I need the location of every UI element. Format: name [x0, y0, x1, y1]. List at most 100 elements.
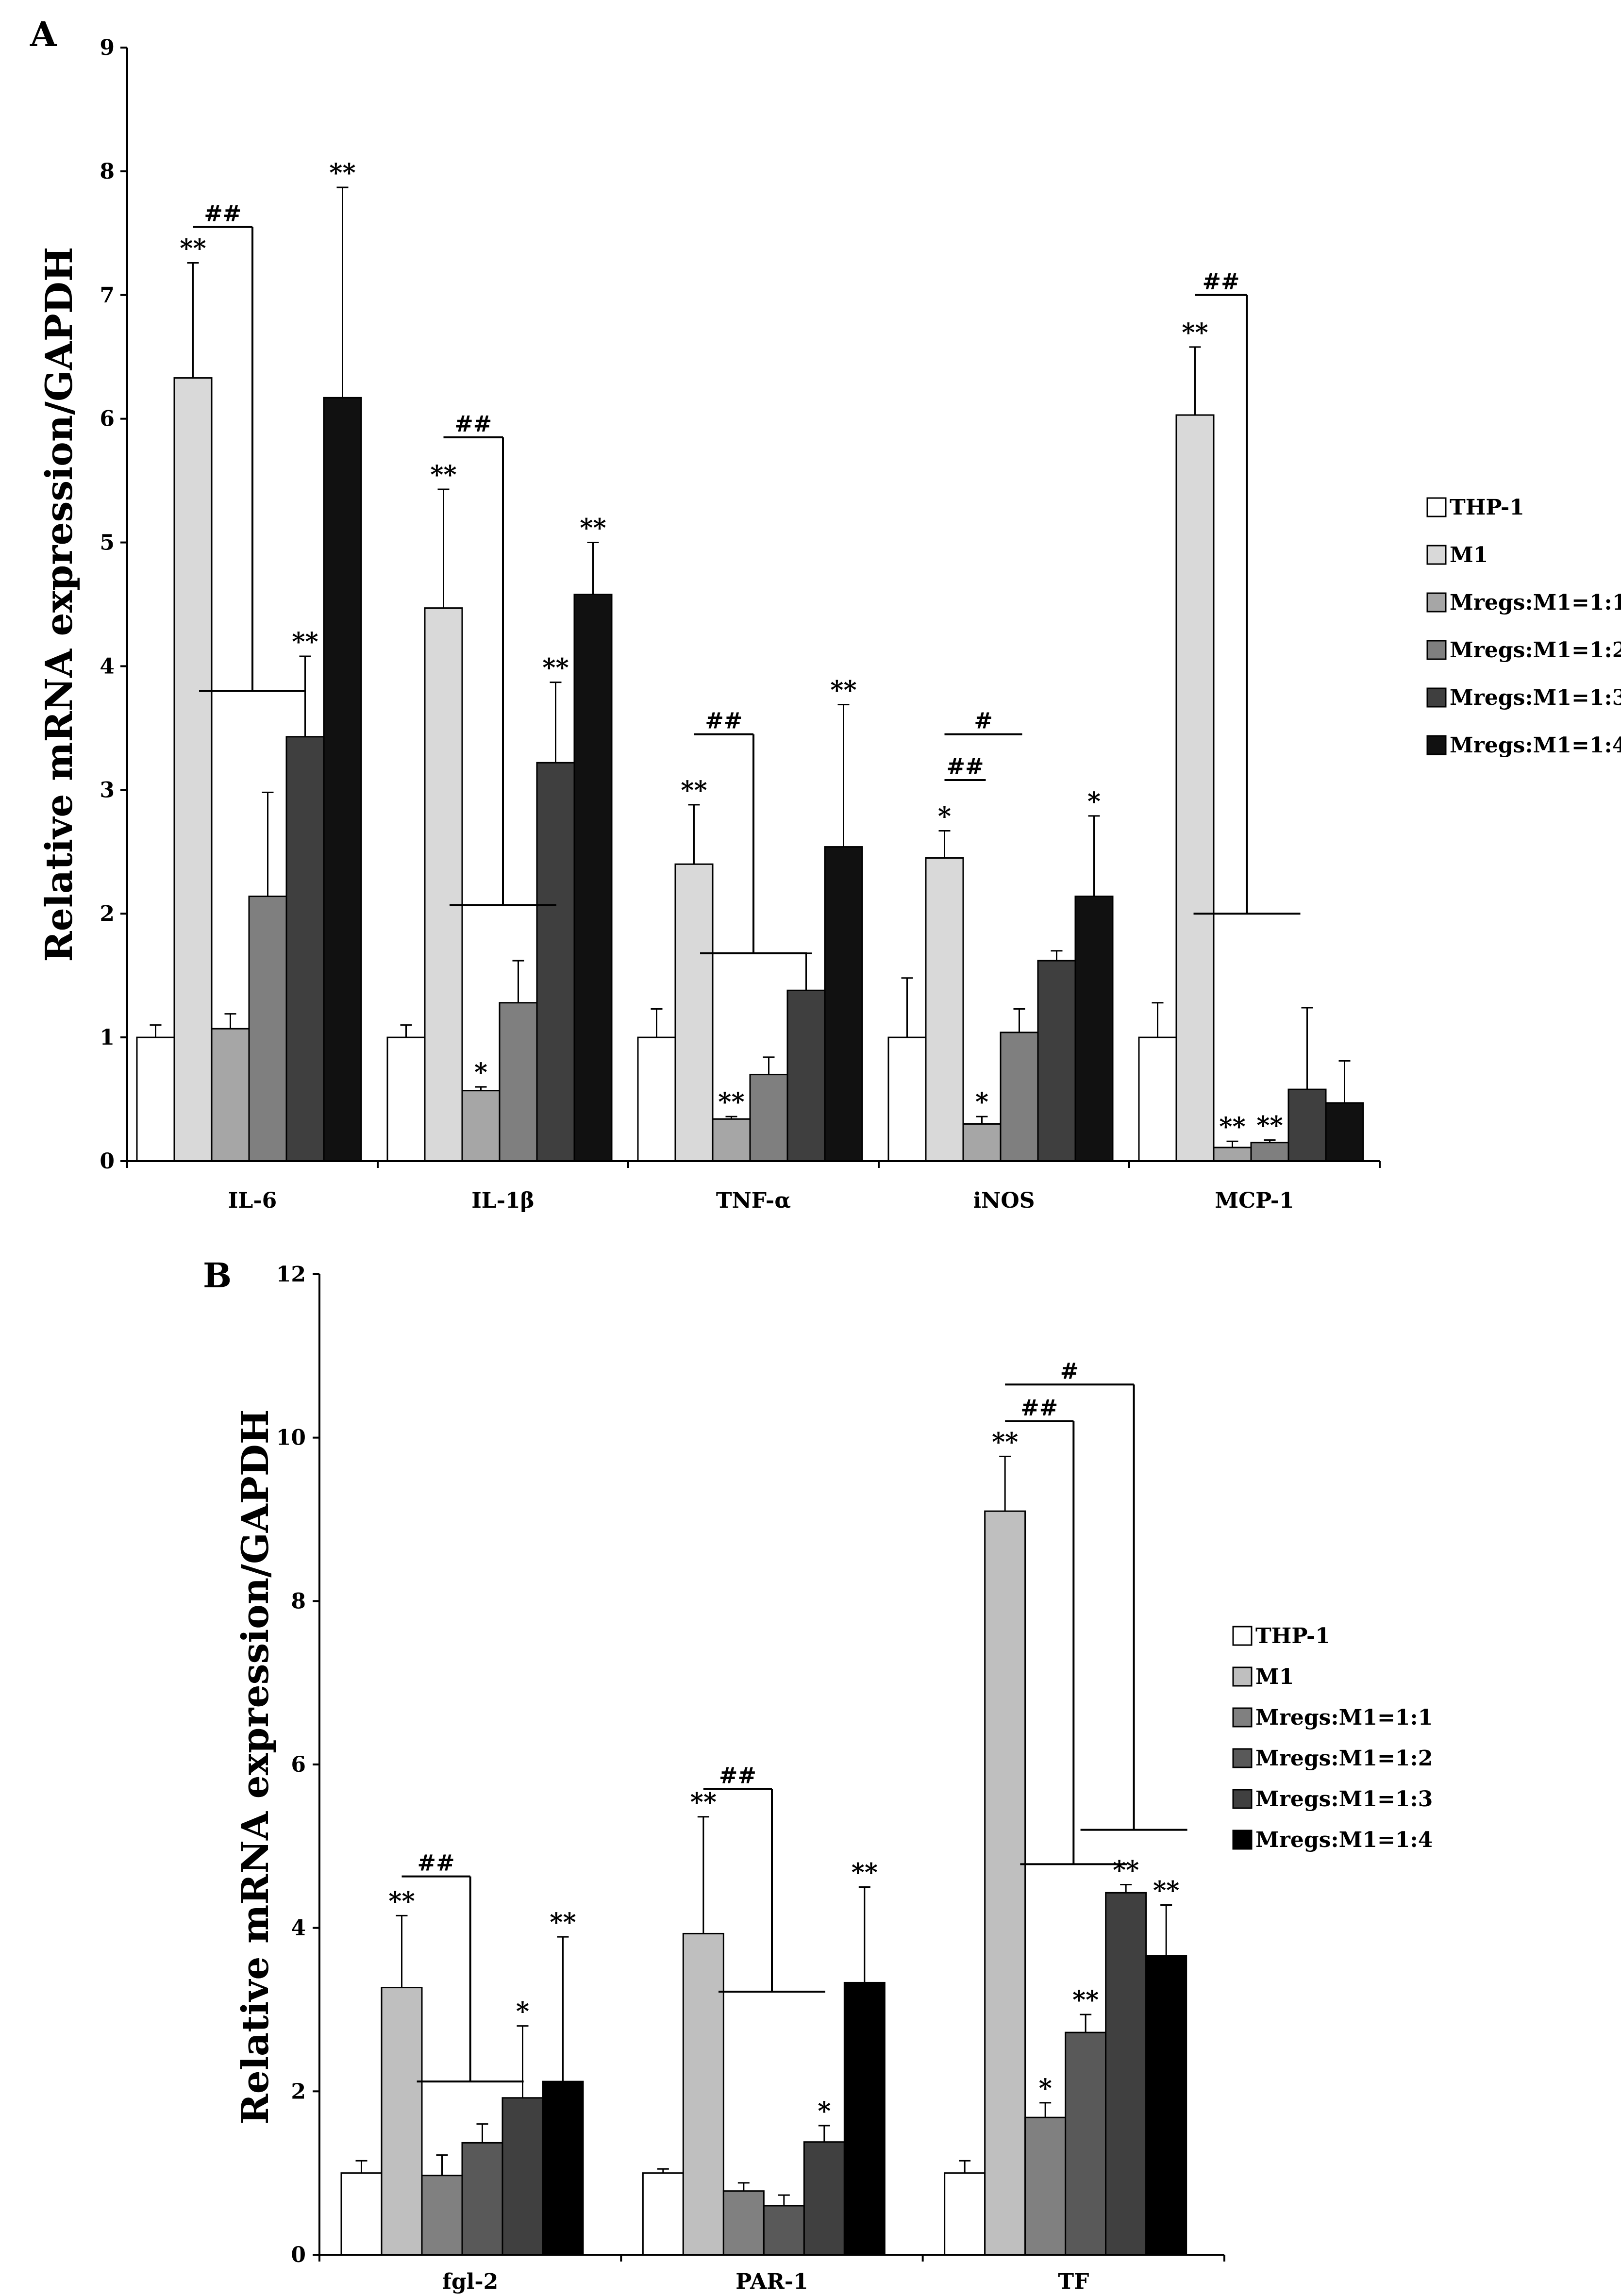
significance-mark: ** — [992, 1427, 1018, 1457]
bar-fgl-2-mregs-m1-1-4 — [542, 2080, 584, 2256]
significance-mark: ** — [1113, 1855, 1139, 1885]
y-tick-label: 6 — [100, 407, 115, 432]
legend-label-mregs-m1-1-1: Mregs:M1=1:1 — [1255, 1705, 1433, 1730]
bar-inos-mregs-m1-1-4 — [1074, 896, 1114, 1162]
legend-label-mregs-m1-1-2: Mregs:M1=1:2 — [1255, 1746, 1433, 1771]
bar-inos-mregs-m1-1-3 — [1037, 960, 1076, 1162]
bar-fgl-2-mregs-m1-1-2 — [461, 2142, 503, 2256]
significance-mark: * — [818, 2096, 831, 2126]
y-tick-label: 0 — [100, 1149, 115, 1174]
significance-mark: ** — [852, 1858, 878, 1888]
significance-mark: ** — [292, 627, 318, 657]
comparison-label: ## — [705, 708, 742, 734]
bar-il-6-mregs-m1-1-4 — [323, 397, 362, 1162]
significance-mark: * — [1039, 2074, 1052, 2103]
y-axis-label: Relative mRNA expression/GAPDH — [234, 1409, 277, 2124]
significance-mark: ** — [329, 158, 355, 188]
legend-swatch-mregs-m1-1-3 — [1426, 687, 1447, 708]
significance-mark: * — [516, 1997, 529, 2027]
y-tick-label: 3 — [100, 778, 115, 802]
y-tick-label: 12 — [276, 1262, 306, 1287]
comparison-label: ## — [946, 753, 984, 780]
legend-label-mregs-m1-1-3: Mregs:M1=1:3 — [1450, 685, 1621, 710]
comparison-label: ## — [1202, 268, 1239, 295]
bar-mcp-1-mregs-m1-1-1 — [1213, 1147, 1252, 1162]
y-axis-label: Relative mRNA expression/GAPDH — [37, 247, 81, 962]
legend-swatch-thp-1 — [1426, 497, 1447, 517]
legend-label-m1: M1 — [1255, 1664, 1294, 1689]
legend-swatch-m1 — [1232, 1666, 1253, 1687]
significance-mark: ** — [550, 1908, 576, 1937]
panel-b-chart: Relative mRNA expression/GAPDH 0 2 4 6 8 10 12 *… — [234, 1262, 1433, 2294]
comparison-label: ## — [454, 411, 492, 437]
significance-mark: ** — [1219, 1112, 1245, 1142]
bar-tnf-mregs-m1-1-4 — [824, 846, 863, 1162]
significance-mark: ** — [1256, 1111, 1283, 1141]
significance-mark: * — [474, 1058, 487, 1087]
legend-label-mregs-m1-1-2: Mregs:M1=1:2 — [1450, 638, 1621, 663]
legend-swatch-mregs-m1-1-4 — [1232, 1830, 1253, 1850]
bar-par-1-mregs-m1-1-1 — [722, 2190, 765, 2256]
significance-mark: ** — [718, 1087, 744, 1117]
legend-swatch-mregs-m1-1-2 — [1232, 1748, 1253, 1768]
y-tick-label: 4 — [291, 1916, 306, 1941]
bar-tnf-mregs-m1-1-3 — [786, 989, 826, 1162]
significance-mark: ** — [542, 653, 568, 683]
bar-il-1-mregs-m1-1-2 — [499, 1002, 538, 1162]
legend-label-mregs-m1-1-4: Mregs:M1=1:4 — [1450, 733, 1621, 758]
bar-inos-mregs-m1-1-2 — [1000, 1032, 1039, 1162]
bar-il-6-thp-1 — [136, 1036, 175, 1162]
bar-tf-mregs-m1-1-1 — [1024, 2116, 1067, 2256]
category-label-mcp-1: MCP-1 — [1215, 1188, 1294, 1213]
category-label-fgl-2: fgl-2 — [442, 2269, 498, 2294]
bar-par-1-mregs-m1-1-3 — [803, 2141, 845, 2256]
y-tick-label: 6 — [291, 1752, 306, 1777]
legend-swatch-mregs-m1-1-4 — [1426, 735, 1447, 755]
significance-mark: ** — [1072, 1985, 1099, 2015]
bar-tf-mregs-m1-1-4 — [1145, 1955, 1187, 2256]
bar-fgl-2-thp-1 — [340, 2172, 383, 2256]
legend-swatch-thp-1 — [1232, 1626, 1253, 1646]
category-label-par-1: PAR-1 — [735, 2269, 808, 2294]
bar-mcp-1-mregs-m1-1-2 — [1250, 1142, 1289, 1162]
bar-par-1-mregs-m1-1-4 — [843, 1981, 886, 2256]
y-tick-label: 8 — [291, 1589, 306, 1614]
comparison-label: # — [1060, 1358, 1079, 1384]
legend-label-mregs-m1-1-4: Mregs:M1=1:4 — [1255, 1828, 1433, 1852]
bar-il-1-thp-1 — [386, 1036, 426, 1162]
legend-label-mregs-m1-1-1: Mregs:M1=1:1 — [1450, 590, 1621, 615]
bar-tnf-thp-1 — [637, 1036, 676, 1162]
bar-fgl-2-mregs-m1-1-3 — [501, 2097, 544, 2256]
bar-tf-thp-1 — [944, 2172, 986, 2256]
bar-par-1-thp-1 — [642, 2172, 684, 2256]
significance-mark: ** — [430, 460, 456, 490]
bar-tnf-mregs-m1-1-1 — [712, 1118, 751, 1162]
bar-mcp-1-mregs-m1-1-3 — [1287, 1088, 1327, 1162]
bar-tnf-mregs-m1-1-2 — [749, 1074, 788, 1162]
bar-il-6-mregs-m1-1-2 — [248, 896, 287, 1162]
bar-il-6-mregs-m1-1-3 — [285, 736, 325, 1162]
significance-mark: ** — [690, 1788, 717, 1817]
bar-inos-mregs-m1-1-1 — [962, 1123, 1002, 1162]
significance-mark: ** — [388, 1886, 415, 1916]
category-label-tf: TF — [1058, 2269, 1089, 2294]
comparison-label: ## — [418, 1850, 455, 1876]
significance-mark: ** — [1153, 1876, 1179, 1906]
comparison-label: ## — [1020, 1395, 1058, 1421]
legend-label-thp-1: THP-1 — [1450, 495, 1524, 520]
legend-swatch-m1 — [1426, 545, 1447, 565]
bar-fgl-2-mregs-m1-1-1 — [421, 2175, 463, 2256]
legend-label-m1: M1 — [1450, 543, 1488, 567]
comparison-label: ## — [204, 200, 241, 227]
bar-inos-thp-1 — [887, 1036, 927, 1162]
bar-mcp-1-m1 — [1175, 414, 1215, 1162]
y-tick-label: 9 — [100, 35, 115, 60]
significance-mark: ** — [830, 675, 856, 705]
bar-il-1-m1 — [424, 607, 463, 1162]
bar-tf-mregs-m1-1-3 — [1105, 1892, 1147, 2256]
legend-label-thp-1: THP-1 — [1255, 1624, 1330, 1648]
significance-mark: ** — [681, 776, 707, 805]
legend-swatch-mregs-m1-1-1 — [1232, 1707, 1253, 1728]
bar-par-1-m1 — [682, 1932, 724, 2256]
